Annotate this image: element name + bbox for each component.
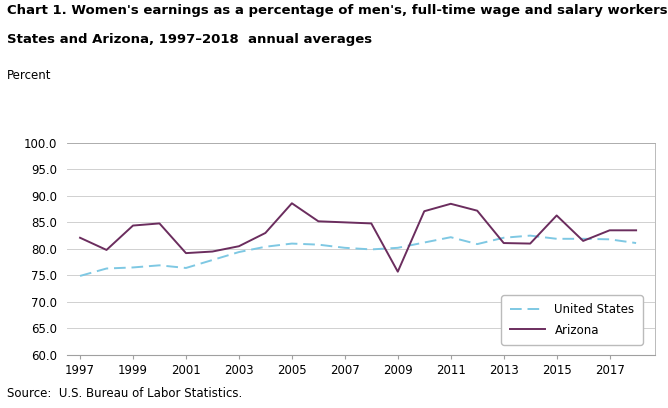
United States — [235, 250, 243, 255]
United States — [182, 266, 190, 271]
United States — [208, 257, 216, 262]
United States — [261, 244, 269, 249]
Arizona — [473, 208, 481, 213]
Arizona — [341, 220, 349, 225]
United States — [447, 235, 455, 239]
United States — [526, 233, 534, 238]
United States — [102, 266, 110, 271]
Arizona — [315, 219, 323, 224]
United States — [579, 236, 587, 241]
United States — [129, 265, 137, 270]
Arizona — [500, 241, 508, 246]
Arizona — [288, 201, 296, 206]
United States — [76, 273, 84, 278]
Arizona — [447, 201, 455, 206]
Arizona — [182, 251, 190, 255]
United States — [500, 235, 508, 240]
United States — [552, 236, 560, 241]
Text: Percent: Percent — [7, 69, 51, 82]
Arizona — [367, 221, 375, 226]
United States — [632, 241, 640, 246]
Arizona — [579, 238, 587, 243]
United States — [288, 241, 296, 246]
United States — [473, 242, 481, 246]
Arizona — [156, 221, 164, 226]
Arizona — [526, 241, 534, 246]
Arizona — [606, 228, 614, 233]
United States — [315, 242, 323, 247]
United States — [420, 240, 428, 245]
Arizona — [235, 244, 243, 248]
Text: States and Arizona, 1997–2018  annual averages: States and Arizona, 1997–2018 annual ave… — [7, 33, 372, 46]
Arizona — [208, 249, 216, 254]
Text: Source:  U.S. Bureau of Labor Statistics.: Source: U.S. Bureau of Labor Statistics. — [7, 387, 242, 400]
Arizona — [261, 231, 269, 235]
United States — [156, 263, 164, 268]
Arizona — [393, 269, 401, 274]
Arizona — [102, 248, 110, 253]
United States — [606, 237, 614, 242]
Arizona — [632, 228, 640, 233]
Line: Arizona: Arizona — [80, 203, 636, 272]
Arizona — [76, 235, 84, 240]
United States — [393, 245, 401, 250]
United States — [341, 245, 349, 250]
Arizona — [420, 209, 428, 214]
United States — [367, 247, 375, 252]
Arizona — [129, 223, 137, 228]
Line: United States: United States — [80, 235, 636, 276]
Legend: United States, Arizona: United States, Arizona — [502, 295, 643, 345]
Text: Chart 1. Women's earnings as a percentage of men's, full-time wage and salary wo: Chart 1. Women's earnings as a percentag… — [7, 4, 668, 17]
Arizona — [552, 213, 560, 218]
